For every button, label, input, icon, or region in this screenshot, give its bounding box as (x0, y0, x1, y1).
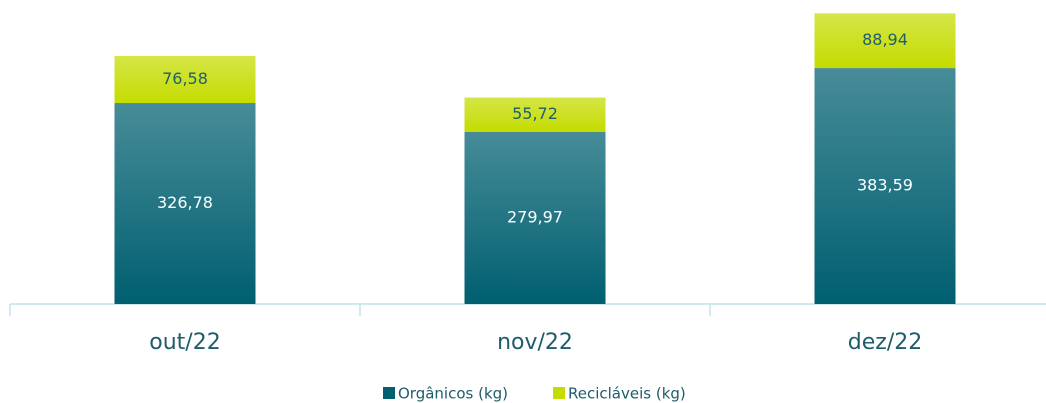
bar-shade (814, 68, 956, 304)
x-tick-label: nov/22 (497, 330, 573, 355)
bar-shade (464, 131, 606, 304)
legend-marker (553, 387, 565, 399)
data-label: 326,78 (157, 193, 213, 212)
legend-label: Orgânicos (kg) (398, 385, 508, 403)
bar-shade (464, 97, 606, 132)
x-tick-label: out/22 (149, 330, 220, 355)
data-label: 279,97 (507, 207, 563, 226)
bar-shade (814, 13, 956, 69)
bar-shade (114, 55, 256, 104)
data-label: 88,94 (862, 30, 908, 49)
bar-shade (114, 103, 256, 304)
data-label: 76,58 (162, 69, 208, 88)
x-tick-label: dez/22 (848, 330, 922, 355)
data-label: 383,59 (857, 176, 913, 195)
legend-marker (383, 387, 395, 399)
data-label: 55,72 (512, 104, 558, 123)
legend-label: Recicláveis (kg) (568, 385, 686, 403)
